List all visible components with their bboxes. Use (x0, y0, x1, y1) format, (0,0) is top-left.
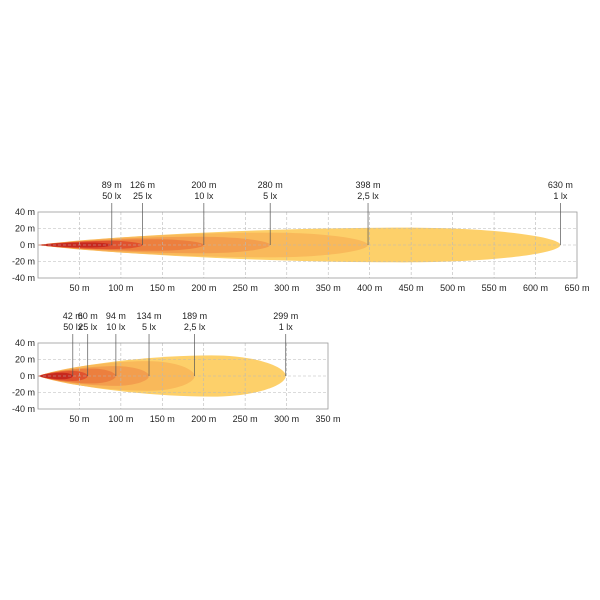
illuminance-label: 10 lx (194, 191, 214, 201)
y-tick-label: 0 m (20, 371, 35, 381)
x-tick-label: 350 m (315, 414, 340, 424)
illuminance-label: 2,5 lx (184, 322, 206, 332)
plot-border (37, 342, 329, 410)
y-tick-label: -40 m (12, 404, 35, 414)
x-tick-label: 650 m (564, 283, 589, 293)
x-tick-label: 100 m (108, 414, 133, 424)
x-tick-label: 50 m (69, 414, 89, 424)
x-tick-label: 300 m (274, 283, 299, 293)
distance-label: 189 m (182, 311, 207, 321)
y-tick-label: 20 m (15, 355, 35, 365)
x-tick-label: 200 m (191, 414, 216, 424)
distance-label: 134 m (137, 311, 162, 321)
illuminance-label: 1 lx (279, 322, 294, 332)
illuminance-label: 5 lx (142, 322, 157, 332)
y-tick-label: -20 m (12, 388, 35, 398)
illuminance-label: 25 lx (133, 191, 153, 201)
x-tick-label: 150 m (150, 414, 175, 424)
illuminance-label: 2,5 lx (357, 191, 379, 201)
x-tick-label: 250 m (233, 414, 258, 424)
distance-label: 299 m (273, 311, 298, 321)
x-tick-label: 250 m (233, 283, 258, 293)
x-tick-label: 500 m (440, 283, 465, 293)
x-tick-label: 100 m (108, 283, 133, 293)
illuminance-label: 10 lx (106, 322, 126, 332)
y-tick-label: 40 m (15, 207, 35, 217)
x-tick-label: 550 m (482, 283, 507, 293)
x-tick-label: 50 m (69, 283, 89, 293)
distance-label: 200 m (191, 180, 216, 190)
distance-label: 280 m (258, 180, 283, 190)
illuminance-label: 50 lx (102, 191, 122, 201)
distance-label: 60 m (78, 311, 98, 321)
y-tick-label: 40 m (15, 338, 35, 348)
x-tick-label: 600 m (523, 283, 548, 293)
distance-label: 398 m (356, 180, 381, 190)
illuminance-label: 5 lx (263, 191, 278, 201)
y-tick-label: 0 m (20, 240, 35, 250)
y-tick-label: -40 m (12, 273, 35, 283)
plot-border (37, 211, 578, 279)
x-tick-label: 150 m (150, 283, 175, 293)
x-tick-label: 200 m (191, 283, 216, 293)
distance-label: 94 m (106, 311, 126, 321)
illuminance-label: 1 lx (553, 191, 568, 201)
x-tick-label: 350 m (316, 283, 341, 293)
distance-label: 42 m (63, 311, 83, 321)
distance-label: 89 m (102, 180, 122, 190)
distance-label: 126 m (130, 180, 155, 190)
x-tick-label: 300 m (274, 414, 299, 424)
x-tick-label: 450 m (399, 283, 424, 293)
distance-label: 630 m (548, 180, 573, 190)
x-tick-label: 400 m (357, 283, 382, 293)
illuminance-label: 50 lx (63, 322, 83, 332)
y-tick-label: 20 m (15, 224, 35, 234)
chart-2: 50 m 100 m 150 m 200 m 250 m 300 m 350 m 40 m 20… (12, 311, 341, 424)
illuminance-label: 25 lx (78, 322, 98, 332)
chart-1: 50 m 100 m 150 m 200 m 250 m 300 m 350 m 400 m 4… (12, 180, 590, 293)
y-tick-label: -20 m (12, 257, 35, 267)
